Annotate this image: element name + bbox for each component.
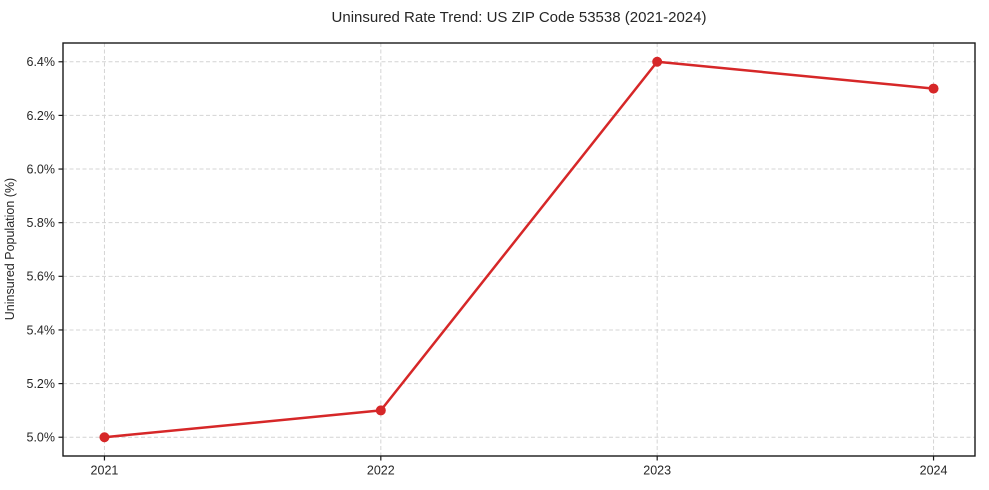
y-axis-label: Uninsured Population (%) [3, 178, 17, 320]
trend-line [103, 60, 935, 439]
x-tick-label: 2024 [920, 464, 948, 478]
data-point [928, 83, 939, 94]
plot-area: 5.0% 5.2% 5.4% 5.6% 5.8% 6.0% 6.2% 6.4% 2021 2022… [27, 42, 976, 478]
data-point [375, 405, 386, 416]
y-tick-label: 5.2% [27, 377, 56, 391]
data-point [99, 432, 110, 443]
y-tick-label: 5.0% [27, 431, 56, 445]
y-tick-label: 6.0% [27, 162, 56, 176]
y-tick-label: 5.8% [27, 216, 56, 230]
plot-border [62, 42, 976, 457]
y-tick-label: 6.4% [27, 55, 56, 69]
y-tick-label: 5.4% [27, 323, 56, 337]
data-point [652, 56, 663, 67]
y-tick-label: 5.6% [27, 270, 56, 284]
x-tick-label: 2022 [367, 464, 395, 478]
plot-background [63, 43, 975, 456]
y-tick-label: 6.2% [27, 109, 56, 123]
x-tick-label: 2023 [643, 464, 671, 478]
x-tick-label: 2021 [91, 464, 119, 478]
chart-title: Uninsured Rate Trend: US ZIP Code 53538 … [332, 9, 707, 26]
